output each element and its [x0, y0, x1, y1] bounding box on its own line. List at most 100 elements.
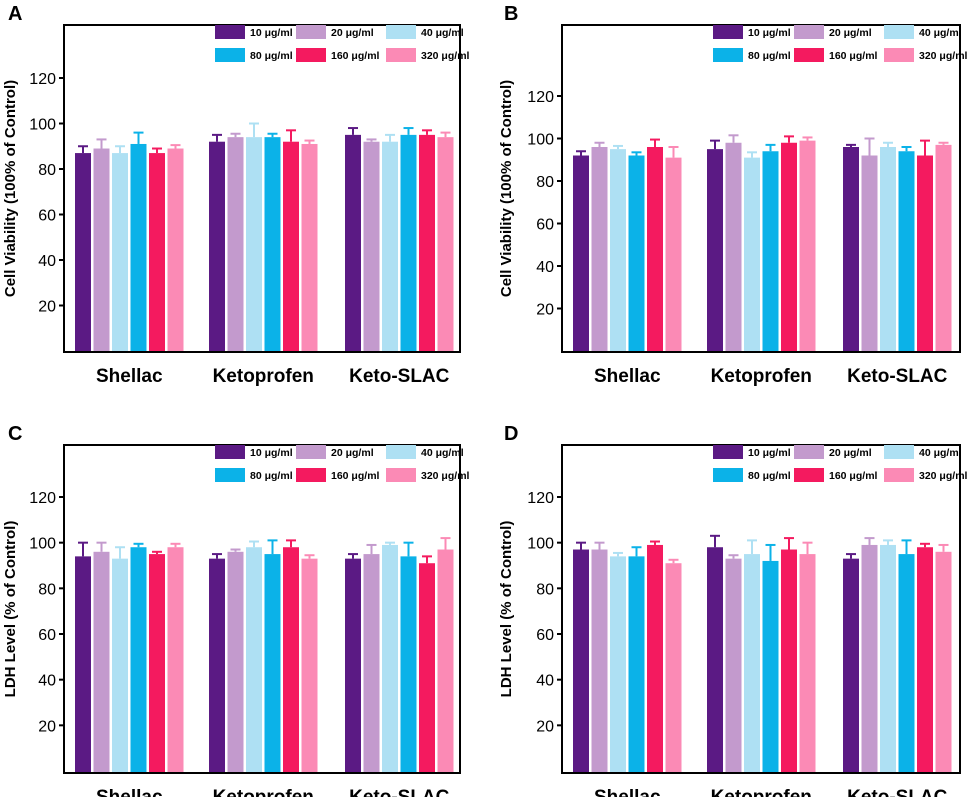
legend: 10 μg/ml 20 μg/ml 40 μg/ml 80 μg/ml 160 μg/m… [215, 445, 470, 482]
bar [209, 141, 225, 351]
panel-d: D 20 40 60 80 100 120 LDH Level (% of Control) S… [498, 423, 968, 797]
bar [382, 141, 398, 351]
y-tick-label: 40 [38, 253, 56, 270]
y-tick-label: 40 [536, 259, 554, 276]
legend-label: 320 μg/ml [919, 470, 968, 482]
bar [762, 560, 779, 772]
legend-label: 10 μg/ml [748, 27, 791, 39]
bar [781, 142, 797, 351]
bar [149, 554, 165, 772]
legend: 10 μg/ml 20 μg/ml 40 μg/ml 80 μg/ml 160 μg/m… [713, 25, 968, 62]
legend-swatch [713, 48, 743, 62]
legend-label: 10 μg/ml [250, 447, 293, 459]
bar [400, 556, 417, 772]
legend-swatch [386, 48, 416, 62]
y-tick-label: 20 [38, 299, 56, 316]
y-tick-label: 60 [38, 208, 56, 225]
bar [264, 137, 281, 351]
legend-swatch [386, 25, 416, 39]
category-label: Shellac [594, 366, 661, 387]
y-tick-label: 80 [536, 581, 554, 598]
bar [610, 149, 626, 351]
y-tick-label: 80 [38, 162, 56, 179]
y-tick-label: 20 [536, 718, 554, 735]
legend-label: 160 μg/ml [829, 50, 878, 62]
bar [264, 554, 281, 772]
bar [725, 558, 742, 772]
panel-label: B [504, 3, 518, 25]
bar [400, 134, 417, 351]
y-tick-label: 20 [38, 718, 56, 735]
legend-label: 320 μg/ml [919, 50, 968, 62]
category-label: Shellac [96, 787, 163, 797]
y-tick-label: 60 [536, 627, 554, 644]
legend-swatch [215, 468, 245, 482]
y-tick-label: 20 [536, 302, 554, 319]
bar [647, 147, 663, 351]
bar [843, 558, 859, 772]
y-tick-label: 80 [38, 581, 56, 598]
legend-swatch [713, 445, 743, 459]
bar [898, 151, 915, 351]
category-label: Ketoprofen [711, 787, 812, 797]
bar [112, 153, 128, 351]
category-label: Ketoprofen [711, 366, 812, 387]
bar [167, 148, 184, 351]
bar [75, 556, 91, 772]
bar [665, 157, 682, 351]
y-tick-label: 60 [536, 217, 554, 234]
bar [167, 547, 184, 772]
legend-label: 160 μg/ml [331, 470, 380, 482]
y-tick-label: 100 [527, 536, 554, 553]
y-tick-label: 80 [536, 174, 554, 191]
y-tick-label: 40 [38, 673, 56, 690]
bar [246, 137, 262, 351]
bar [591, 147, 608, 351]
bar [93, 551, 110, 772]
bar [130, 547, 147, 772]
legend-label: 20 μg/ml [829, 447, 872, 459]
plot-frame [561, 444, 961, 774]
y-axis-title: Cell Viability (100% of Control) [498, 80, 515, 297]
legend-label: 20 μg/ml [331, 27, 374, 39]
bar [363, 554, 380, 772]
panel-c: C 20 40 60 80 100 120 LDH Level (% of Control) S… [2, 423, 470, 797]
bar [573, 549, 589, 772]
legend-swatch [794, 468, 824, 482]
category-label: Keto-SLAC [847, 366, 948, 387]
legend-label: 160 μg/ml [331, 50, 380, 62]
y-tick-label: 40 [536, 673, 554, 690]
y-tick-label: 100 [527, 132, 554, 149]
legend-label: 160 μg/ml [829, 470, 878, 482]
bar [707, 547, 723, 772]
y-axis-title: LDH Level (% of Control) [2, 521, 19, 698]
bar [610, 556, 626, 772]
legend-swatch [215, 445, 245, 459]
bar [935, 144, 952, 351]
bar [799, 140, 816, 351]
bar [301, 143, 318, 351]
category-label: Ketoprofen [213, 366, 314, 387]
bar [93, 148, 110, 351]
legend-swatch [794, 25, 824, 39]
y-tick-label: 120 [29, 490, 56, 507]
legend-swatch [215, 48, 245, 62]
y-tick-label: 60 [38, 627, 56, 644]
bar [880, 147, 896, 351]
bar [363, 141, 380, 351]
bar [744, 157, 760, 351]
legend-swatch [884, 468, 914, 482]
category-label: Keto-SLAC [847, 787, 948, 797]
y-tick-label: 120 [527, 89, 554, 106]
legend-label: 20 μg/ml [331, 447, 374, 459]
legend-swatch [794, 445, 824, 459]
bar [112, 558, 128, 772]
y-tick-label: 120 [29, 71, 56, 88]
bar [227, 137, 244, 351]
bar [744, 554, 760, 772]
y-axis-title: LDH Level (% of Control) [498, 521, 515, 698]
legend: 10 μg/ml 20 μg/ml 40 μg/ml 80 μg/ml 160 μg/m… [713, 445, 968, 482]
legend-label: 80 μg/ml [748, 470, 791, 482]
bar [283, 141, 299, 351]
